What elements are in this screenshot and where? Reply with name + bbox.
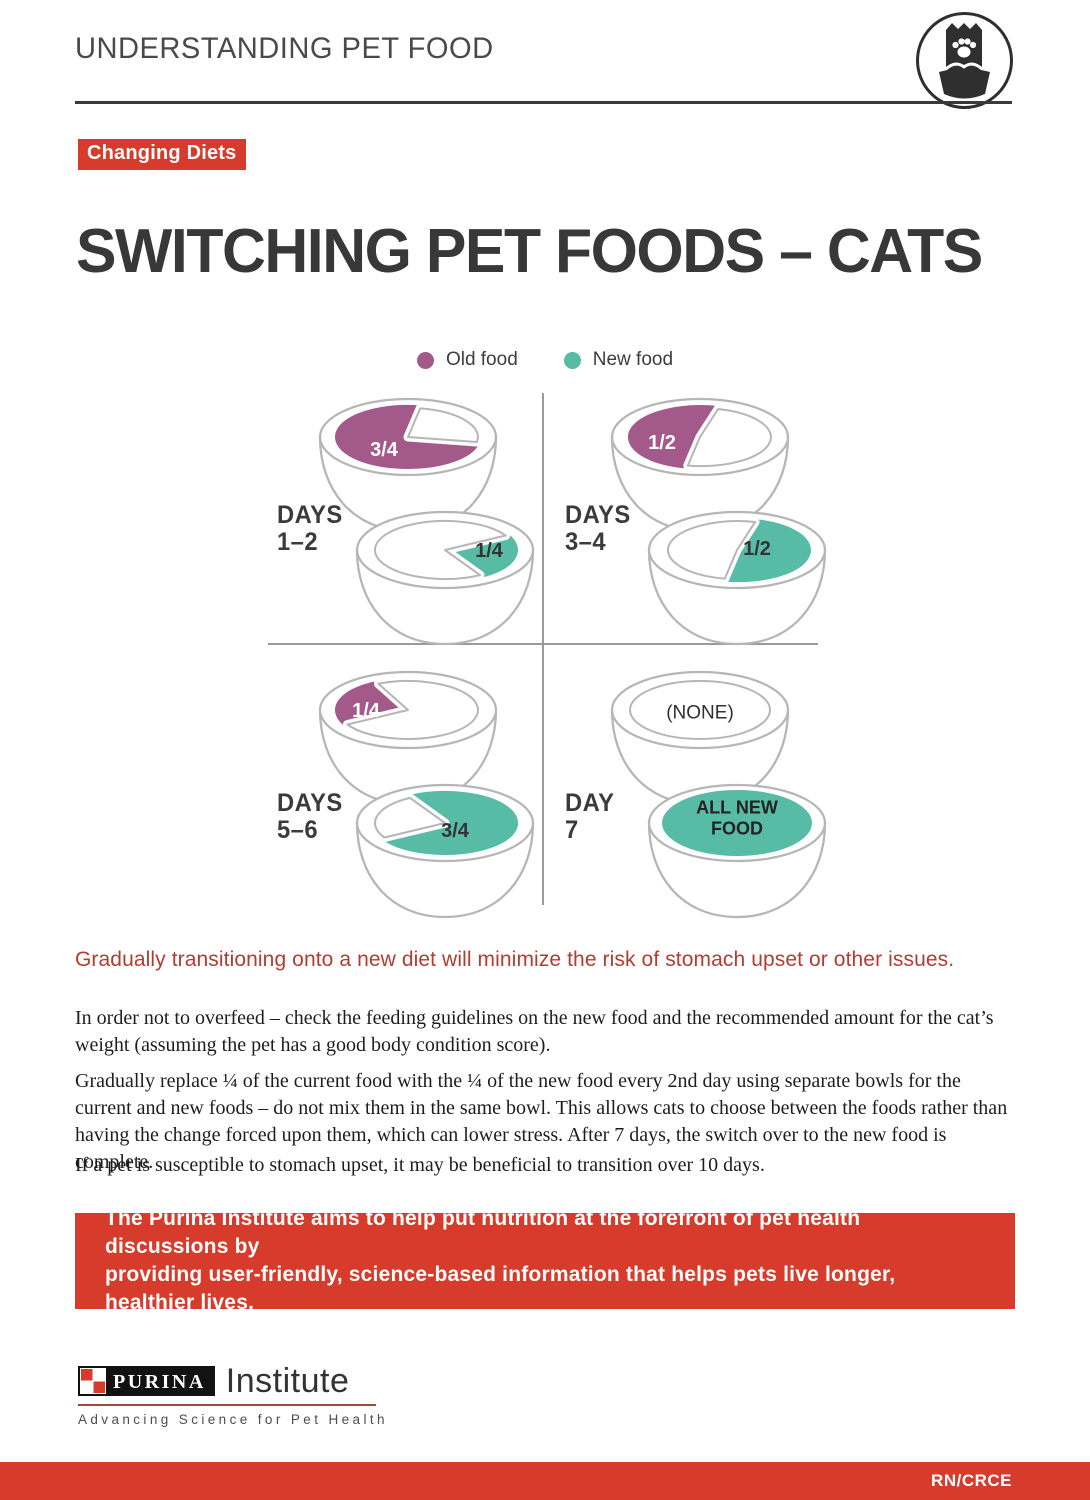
paragraph-overfeed: In order not to overfeed – check the fee…	[75, 1007, 994, 1056]
legend-old-food: Old food	[416, 349, 518, 371]
quadrant-label-days-1-2: DAYS 1–2	[277, 501, 343, 556]
logo-divider	[78, 1404, 376, 1406]
svg-text:3/4: 3/4	[441, 820, 470, 842]
paragraph-replace-method: Gradually replace ¼ of the current food …	[75, 1070, 1008, 1173]
purina-brand-text: PURINA	[113, 1371, 206, 1393]
svg-text:(NONE): (NONE)	[666, 703, 734, 724]
logo-tagline: Advancing Science for Pet Health	[78, 1412, 388, 1427]
svg-text:1/2: 1/2	[648, 432, 676, 454]
svg-text:1/2: 1/2	[743, 538, 771, 560]
legend-new-label: New food	[592, 349, 674, 370]
purina-institute-banner: The Purina Institute aims to help put nu…	[75, 1207, 1015, 1314]
purina-wordmark: PURINA	[78, 1366, 215, 1396]
page-header: UNDERSTANDING PET FOOD	[75, 32, 494, 65]
quadrant-label-day-7: DAY 7	[565, 789, 615, 844]
svg-text:3/4: 3/4	[370, 439, 399, 461]
footer-code: RN/CRCE	[931, 1471, 1012, 1490]
bowls-figure: 3/4 1/4 1/2 1/2 1/4 3/4 (NONE) ALL NEW FOOD	[268, 393, 827, 919]
svg-text:1/4: 1/4	[475, 540, 504, 562]
transition-diagram: 3/4 1/4 1/2 1/2 1/4 3/4 (NONE) ALL NEW FOOD DAYS…	[0, 385, 1090, 945]
changing-diets-badge: Changing Diets	[78, 139, 247, 170]
quadrant-label-days-3-4: DAYS 3–4	[565, 501, 631, 556]
quadrant-label-days-5-6: DAYS 5–6	[277, 789, 343, 844]
lead-sentence: Gradually transitioning onto a new diet …	[75, 948, 955, 971]
svg-text:1/4: 1/4	[352, 700, 381, 722]
legend-old-label: Old food	[445, 349, 518, 370]
new-food-dot	[563, 351, 581, 369]
footer-bar: RN/CRCE	[0, 1462, 1090, 1500]
legend: Old food New food	[0, 349, 1090, 371]
page-title: SWITCHING PET FOODS – CATS	[76, 217, 983, 286]
pet-food-bag-and-bowl-icon	[912, 8, 1017, 118]
purina-checkerboard-icon	[80, 1368, 106, 1394]
old-food-dot	[416, 351, 434, 369]
purina-institute-logo: PURINA Institute Advancing Science for P…	[78, 1362, 388, 1427]
legend-new-food: New food	[563, 349, 674, 371]
institute-text: Institute	[225, 1362, 350, 1400]
paragraph-stomach-upset: If a pet is susceptible to stomach upset…	[75, 1154, 765, 1176]
header-divider	[75, 101, 1012, 104]
